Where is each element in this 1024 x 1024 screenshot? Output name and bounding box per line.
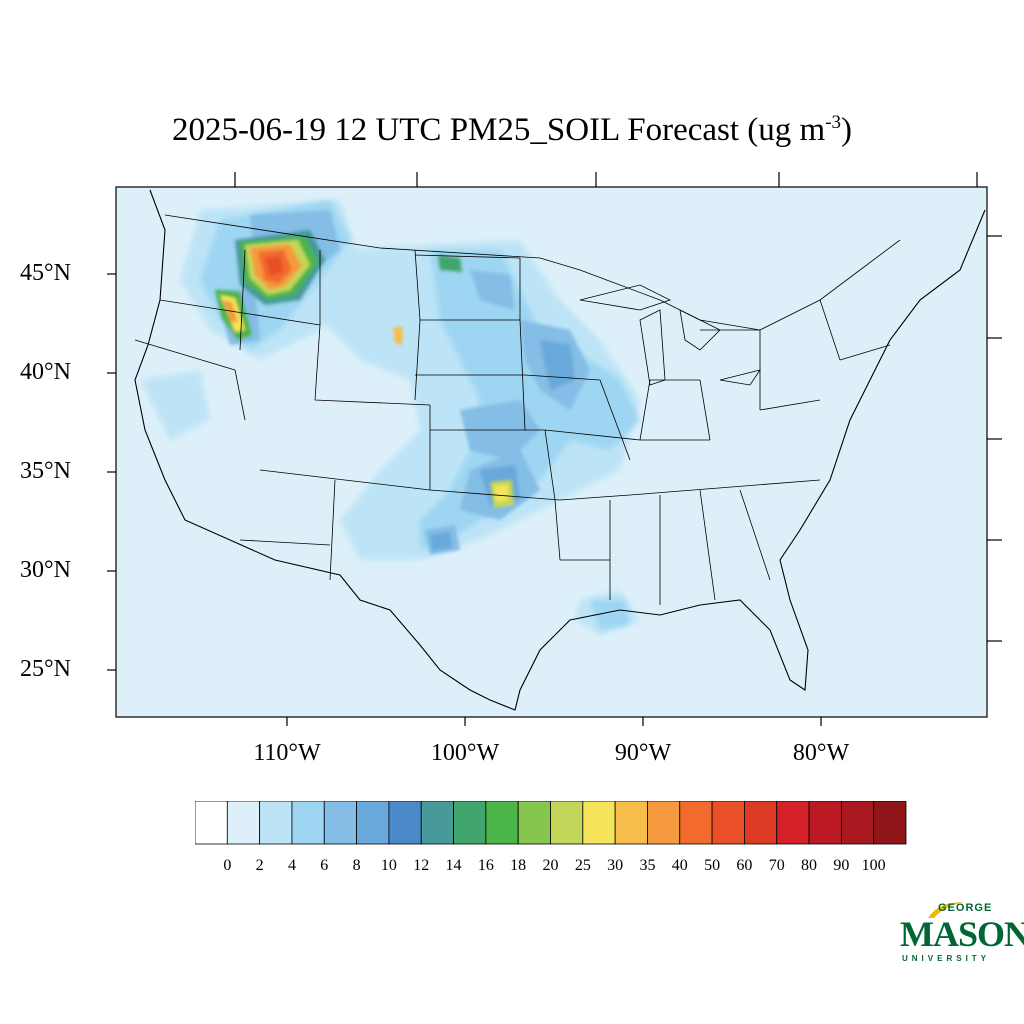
pm25-field [140,200,640,635]
colorbar-swatch [550,801,584,845]
colorbar-swatch [711,801,745,845]
colorbar-swatch [582,801,616,845]
colorbar-tick-label: 12 [413,857,430,874]
colorbar-swatch [808,801,842,845]
colorbar-tick-label: 50 [704,857,721,874]
colorbar-tick-label: 40 [671,857,688,874]
colorbar-swatch [873,801,907,845]
lon-label-90w: 90°W [614,740,672,766]
colorbar-swatch [453,801,487,845]
colorbar-tick-label: 80 [801,857,818,874]
chart-title: 2025-06-19 12 UTC PM25_SOIL Forecast (ug… [171,112,853,148]
lat-label-45: 45°N [20,260,71,286]
colorbar-tick-label: 90 [833,857,850,874]
colorbar-swatch [744,801,778,845]
lat-label-30: 30°N [20,557,71,583]
colorbar-tick-label: 4 [287,857,296,874]
map-frame [115,186,988,718]
colorbar-tick-label: 30 [607,857,624,874]
gmu-logo: GEORGE MASON UNIVERSITY [896,900,1024,970]
colorbar-swatch [291,801,325,845]
colorbar-swatch [485,801,519,845]
colorbar [195,801,907,845]
colorbar-swatch [840,801,875,845]
colorbar-swatch [388,801,422,845]
colorbar-tick-label: 70 [768,857,785,874]
colorbar-tick-label: 6 [320,857,329,874]
colorbar-swatch [195,801,228,845]
colorbar-swatch [647,801,681,845]
colorbar-tick-label: 25 [574,857,591,874]
colorbar-swatch [356,801,390,845]
swoosh-icon [928,902,964,918]
lon-label-110w: 110°W [253,740,321,766]
lat-label-40: 40°N [20,359,71,385]
logo-university: UNIVERSITY [902,954,991,963]
colorbar-tick-label: 10 [380,857,397,874]
colorbar-tick-label: 100 [861,857,886,874]
lat-label-25: 25°N [20,656,71,682]
colorbar-swatch [776,801,810,845]
colorbar-swatch [323,801,357,845]
colorbar-tick-label: 18 [510,857,527,874]
colorbar-tick-label: 35 [639,857,656,874]
colorbar-swatch [614,801,648,845]
logo-george: GEORGE [938,902,993,914]
colorbar-tick-label: 0 [223,857,232,874]
colorbar-swatch [420,801,454,845]
lon-label-80w: 80°W [792,740,850,766]
colorbar-tick-label: 2 [255,857,264,874]
colorbar-swatch [226,801,261,845]
colorbar-swatch [259,801,293,845]
lon-label-100w: 100°W [430,740,500,766]
lat-label-35: 35°N [20,458,71,484]
colorbar-swatch [517,801,551,845]
colorbar-tick-label: 16 [477,857,494,874]
colorbar-tick-label: 20 [542,857,559,874]
colorbar-tick-label: 14 [445,857,462,874]
colorbar-tick-label: 60 [736,857,753,874]
colorbar-swatch [679,801,713,845]
boundaries [134,189,986,711]
logo-mason: MASON [900,914,1024,954]
colorbar-tick-label: 8 [352,857,361,874]
ticks [107,172,1002,726]
